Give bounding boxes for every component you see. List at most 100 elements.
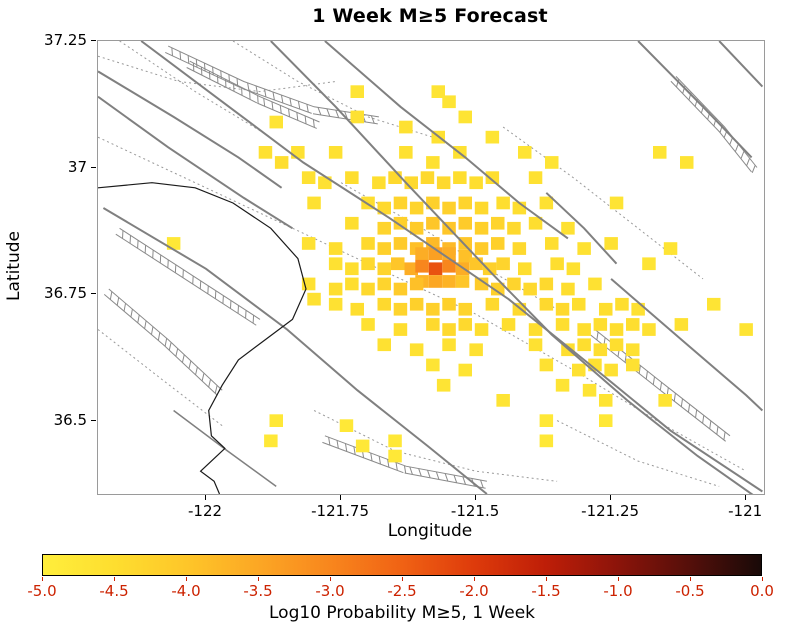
- heatmap-cell: [674, 318, 689, 331]
- fault-midright-short: [545, 192, 618, 265]
- heatmap-cell: [653, 146, 667, 159]
- heatmap-cell: [642, 257, 656, 271]
- heatmap-cell: [528, 323, 543, 336]
- heatmap-cell: [426, 318, 440, 331]
- heatmap-cell: [393, 216, 408, 230]
- heatmap-cell: [545, 237, 559, 250]
- heatmap-cell: [404, 262, 418, 276]
- heatmap-cell: [426, 358, 440, 372]
- heatmap-cell: [555, 378, 570, 392]
- fault-bottomleft-short: [173, 409, 277, 488]
- heatmap-cell: [474, 242, 489, 255]
- heatmap-cell: [469, 343, 483, 357]
- heatmap-cell: [372, 176, 386, 190]
- heatmap-cell: [539, 196, 554, 210]
- heatmap-cell: [566, 262, 581, 276]
- heatmap-cell: [609, 196, 624, 210]
- heatmap-cell: [258, 146, 273, 159]
- heatmap-cell: [507, 277, 521, 291]
- fault-upperleft-1: [98, 70, 283, 189]
- heatmap-cell: [307, 196, 321, 210]
- heatmap-cell: [426, 216, 440, 230]
- x-tick-label: -121: [728, 502, 763, 520]
- colorbar-tick-mark: [330, 577, 331, 581]
- dotted-bottomleft: [98, 329, 223, 427]
- heatmap-cell: [269, 414, 283, 427]
- heatmap-cell: [436, 378, 451, 392]
- colorbar-tick-label: -3.0: [315, 582, 345, 600]
- x-tick-mark: [745, 495, 747, 500]
- heatmap-cell: [555, 318, 570, 331]
- fault-upperleft-2: [98, 95, 294, 230]
- heatmap-cell: [442, 275, 456, 288]
- heatmap-cell: [345, 171, 359, 184]
- fault-calaveras-paicines: [270, 41, 754, 494]
- heatmap-cell: [415, 259, 429, 273]
- heatmap-cell: [377, 221, 391, 235]
- heatmap-cell: [393, 237, 408, 250]
- heatmap-cell: [539, 297, 554, 311]
- hatched-bottomcenter: [322, 435, 487, 489]
- y-tick-label: 37.25: [44, 31, 87, 49]
- heatmap-cell: [577, 242, 591, 255]
- x-axis-label: Longitude: [387, 521, 473, 541]
- heatmap-cell: [377, 262, 391, 276]
- fault-san-andreas: [140, 41, 763, 493]
- heatmap-cell: [350, 85, 364, 98]
- fault-sargent: [324, 41, 569, 240]
- heatmap-cell: [409, 277, 424, 291]
- heatmap-cell: [523, 282, 537, 296]
- heatmap-cell: [458, 196, 472, 210]
- heatmap-cell: [550, 257, 564, 271]
- heatmap-cell: [474, 201, 489, 215]
- heatmap-cell: [436, 176, 451, 190]
- colorbar-tick-label: 0.0: [750, 582, 774, 600]
- heatmap-cell: [555, 302, 570, 316]
- hatched-topleft-row: [165, 45, 379, 125]
- heatmap-cell: [626, 318, 640, 331]
- fault-right-lower: [610, 278, 764, 412]
- heatmap-cell: [572, 297, 586, 311]
- heatmap-cell: [426, 302, 440, 316]
- colorbar-tick-label: -4.0: [171, 582, 201, 600]
- heatmap-cell: [458, 318, 472, 331]
- heatmap-cell: [474, 277, 489, 291]
- heatmap-cell: [442, 95, 456, 109]
- x-tick-label: -122: [187, 502, 223, 520]
- heatmap-cell: [455, 275, 470, 288]
- dotted-topleft-1: [119, 41, 272, 138]
- y-tick-mark: [91, 419, 96, 421]
- heatmap-cell: [458, 302, 472, 316]
- heatmap-cell: [507, 221, 521, 235]
- heatmap-cell: [482, 262, 497, 276]
- colorbar-tick-label: -3.5: [243, 582, 273, 600]
- heatmap-cell: [350, 302, 364, 316]
- heatmap-cell: [528, 171, 543, 184]
- heatmap-cell: [631, 302, 645, 316]
- heatmap-cell: [577, 338, 591, 352]
- heatmap-cell: [474, 221, 489, 235]
- heatmap-cell: [680, 156, 694, 169]
- chart-title: 1 Week M≥5 Forecast: [312, 5, 548, 27]
- heatmap-cell: [545, 156, 559, 169]
- heatmap-cell: [593, 343, 608, 357]
- heatmap-cell: [426, 156, 440, 169]
- heatmap-cell: [428, 262, 443, 276]
- heatmap-cell: [528, 216, 543, 230]
- heatmap-cell: [328, 257, 343, 271]
- map-lines-over: [98, 41, 764, 494]
- heatmap-cell: [415, 247, 429, 260]
- heatmap-cell: [291, 146, 305, 159]
- x-tick-label: -121.75: [311, 502, 370, 520]
- fault-san-gregorio: [102, 207, 488, 494]
- heatmap-cell: [361, 257, 375, 271]
- x-tick-mark: [475, 495, 477, 500]
- heatmap-cell: [458, 249, 472, 263]
- heatmap-cell: [388, 449, 402, 463]
- heatmap-cell: [491, 216, 505, 230]
- dotted-topleft-2: [98, 55, 336, 93]
- coastline: [98, 182, 307, 494]
- heatmap-cell: [539, 434, 554, 448]
- heatmap-cell: [399, 146, 413, 159]
- heatmap-cell: [458, 363, 472, 377]
